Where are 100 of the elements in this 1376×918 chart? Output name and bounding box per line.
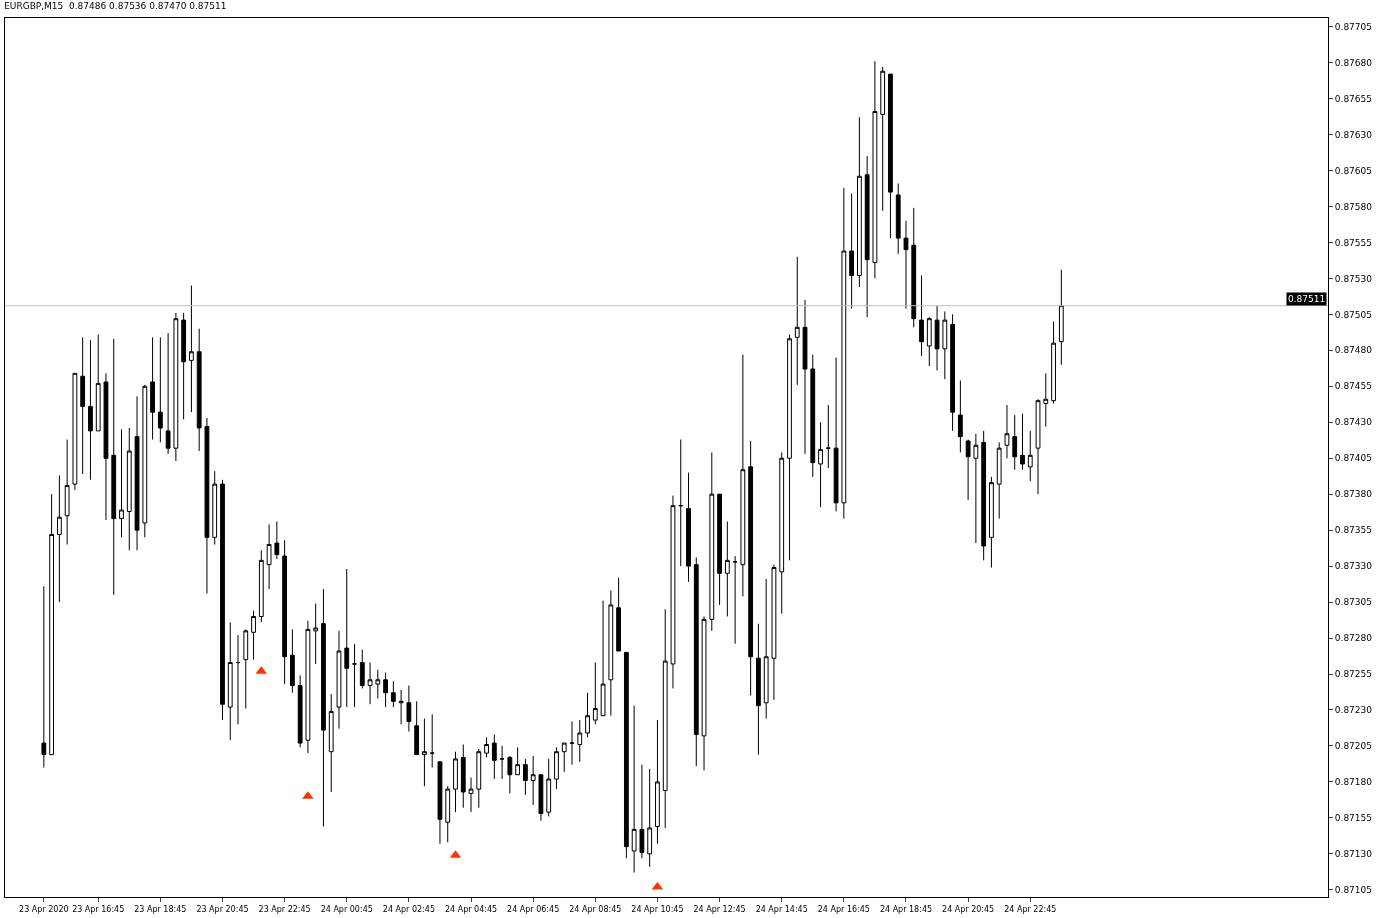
candlestick <box>274 521 280 560</box>
candlestick <box>693 556 699 767</box>
x-tick-label: 24 Apr 16:45 <box>817 904 870 914</box>
candlestick <box>981 430 987 561</box>
candlestick <box>1043 372 1049 428</box>
x-tick-label: 24 Apr 10:45 <box>631 904 684 914</box>
candlestick <box>647 768 653 868</box>
candlestick <box>701 615 707 771</box>
candlestick <box>670 495 676 689</box>
candlestick <box>258 549 264 623</box>
candlestick <box>639 764 645 859</box>
candlestick <box>476 748 482 809</box>
candlestick <box>631 705 637 874</box>
y-tick-label: 0.87155 <box>1334 813 1373 824</box>
candlestick <box>577 719 583 763</box>
candlestick <box>437 761 443 845</box>
candlestick <box>359 649 365 689</box>
y-tick-label: 0.87630 <box>1334 129 1373 140</box>
candlestick <box>895 182 901 255</box>
candlestick <box>771 564 777 701</box>
candlestick <box>282 539 288 685</box>
candlestick <box>103 372 109 521</box>
candlestick <box>756 623 761 756</box>
y-tick-label: 0.87555 <box>1334 237 1373 248</box>
candlestick <box>189 285 194 413</box>
candlestick <box>856 116 862 288</box>
candlestick <box>996 441 1002 520</box>
candlestick <box>1004 404 1010 459</box>
candlestick <box>522 758 528 796</box>
candlestick <box>398 689 404 725</box>
candlestick <box>724 521 730 617</box>
x-tick-label: 24 Apr 06:45 <box>507 904 560 914</box>
candlestick <box>414 700 420 756</box>
y-tick-label: 0.87480 <box>1334 345 1373 356</box>
candlestick <box>794 256 800 386</box>
candlestick <box>111 338 117 596</box>
candlestick <box>888 73 893 239</box>
candlestick <box>919 275 924 357</box>
candlestick <box>748 440 754 697</box>
candlestick <box>787 334 792 561</box>
candlestick <box>181 312 187 420</box>
candlestick <box>41 585 47 769</box>
y-tick-label: 0.87455 <box>1334 381 1373 392</box>
candlestick <box>49 493 55 756</box>
x-tick-label: 24 Apr 20:45 <box>942 904 995 914</box>
x-tick-label: 23 Apr 18:45 <box>134 904 187 914</box>
y-tick-label: 0.87305 <box>1334 597 1373 608</box>
candlestick <box>491 733 497 780</box>
x-tick-label: 24 Apr 18:45 <box>879 904 933 914</box>
candlestick <box>950 313 955 432</box>
candlestick <box>313 603 319 665</box>
candlestick <box>779 451 785 615</box>
y-tick-label: 0.87280 <box>1334 633 1373 644</box>
candlestick <box>872 60 878 279</box>
y-tick-label: 0.87180 <box>1334 777 1373 788</box>
candlestick <box>297 674 303 748</box>
y-tick-label: 0.87705 <box>1334 21 1373 32</box>
candlestick <box>429 713 435 769</box>
candlestick <box>686 472 691 583</box>
candlestick <box>367 662 373 705</box>
candlestick <box>157 336 163 443</box>
x-tick-label: 23 Apr 22:45 <box>258 904 311 914</box>
candlestick <box>709 451 715 632</box>
x-tick-label: 23 Apr 16:45 <box>72 904 125 914</box>
candlestick <box>1051 321 1056 405</box>
candlestick <box>119 428 124 538</box>
candlestick <box>453 751 458 813</box>
candlestick <box>134 395 140 551</box>
candlestick <box>80 336 86 475</box>
candlestick <box>390 680 396 708</box>
x-tick-label: 24 Apr 00:45 <box>320 904 373 914</box>
y-tick-label: 0.87680 <box>1334 57 1373 68</box>
chart-title: EURGBP,M15 0.87486 0.87536 0.87470 0.87511 <box>4 1 227 12</box>
candlestick <box>942 310 948 380</box>
candlestick <box>841 187 847 520</box>
candlestick <box>763 578 769 720</box>
y-tick-label: 0.87105 <box>1334 884 1373 895</box>
candlestick <box>903 220 909 310</box>
candlestick <box>422 718 427 787</box>
candlestick <box>95 334 101 432</box>
candlestick <box>802 299 808 455</box>
candlestick <box>655 719 660 845</box>
candlestick <box>818 421 823 508</box>
candlestick <box>515 746 521 776</box>
candlestick <box>220 479 225 721</box>
candlestick <box>1058 269 1064 366</box>
candlestick <box>957 380 963 453</box>
candlestick <box>810 354 816 478</box>
candlestick <box>934 305 940 371</box>
y-tick-label: 0.87205 <box>1334 741 1373 752</box>
x-tick-label: 24 Apr 04:45 <box>444 904 498 914</box>
x-tick-label: 23 Apr 2020 <box>19 904 69 914</box>
candlestick <box>989 476 994 569</box>
candlestick <box>484 736 489 758</box>
candlestick <box>460 744 466 809</box>
x-tick-label: 24 Apr 08:45 <box>569 904 622 914</box>
candlestick <box>825 404 831 469</box>
candlestick <box>251 610 256 661</box>
candlestick <box>64 439 70 546</box>
y-tick-label: 0.87405 <box>1334 453 1373 464</box>
